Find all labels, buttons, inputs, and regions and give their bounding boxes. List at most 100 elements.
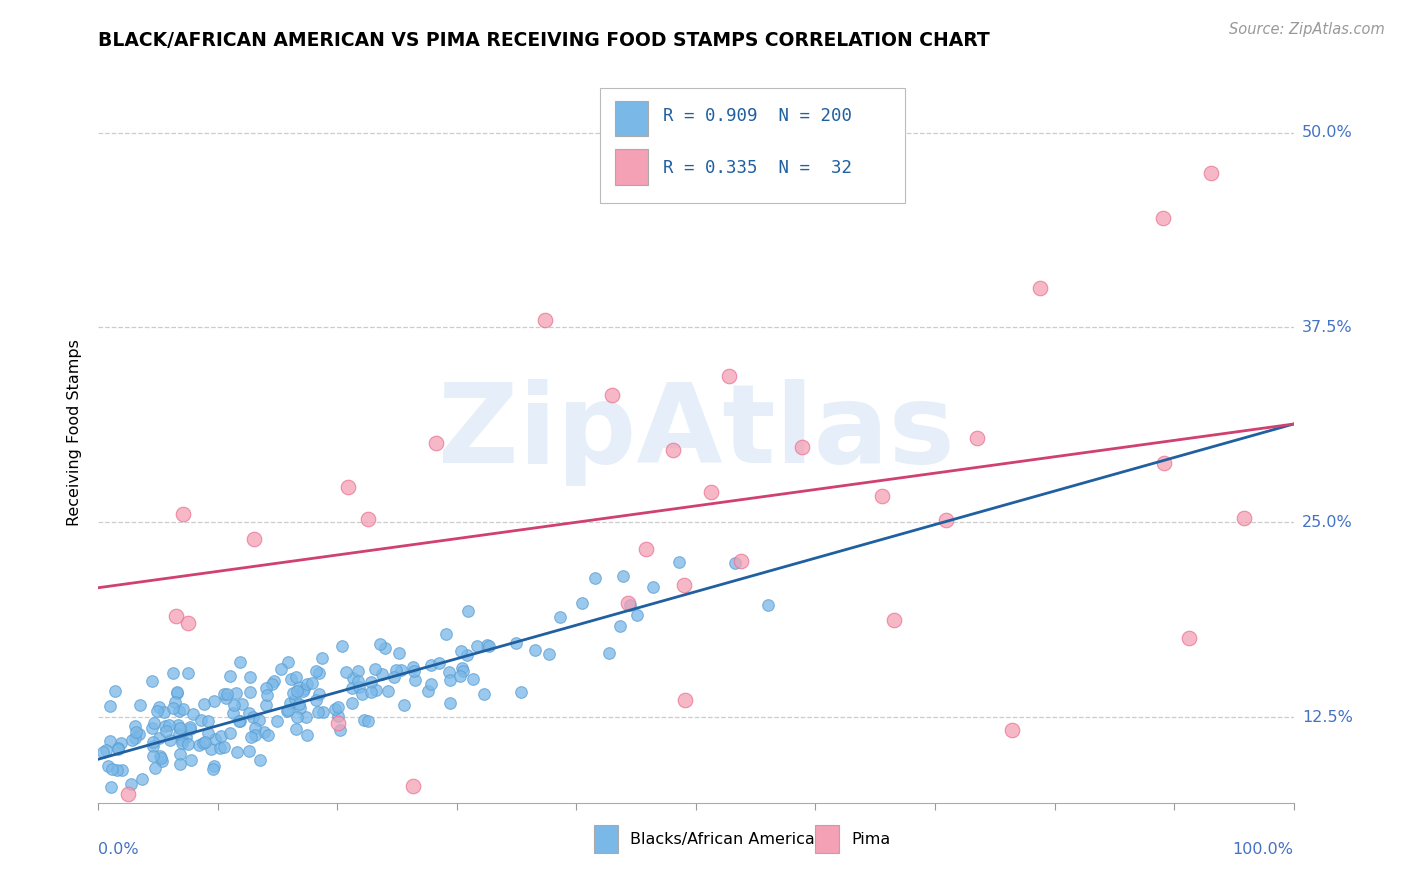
Point (326, 708, 349, 723)
Point (718, 368, 741, 383)
Point (254, 681, 277, 695)
Point (276, 704, 298, 718)
Y-axis label: Receiving Food Stamps: Receiving Food Stamps (67, 339, 83, 526)
Point (146, 704, 169, 718)
Point (285, 710, 308, 724)
Point (155, 724, 177, 739)
Point (153, 719, 176, 733)
Point (295, 677, 318, 691)
Point (305, 693, 328, 707)
Point (190, 714, 212, 728)
Point (143, 761, 166, 775)
Point (292, 682, 315, 697)
Point (478, 639, 501, 653)
Point (229, 655, 252, 669)
Point (224, 698, 246, 713)
Point (356, 714, 378, 729)
Point (170, 733, 193, 747)
Bar (614, 101, 648, 136)
Point (392, 698, 415, 713)
Point (626, 608, 648, 623)
Point (142, 735, 165, 749)
Point (1152, 211, 1174, 226)
Point (294, 709, 316, 723)
Point (165, 695, 187, 709)
Point (700, 484, 723, 499)
Point (360, 674, 382, 689)
Point (124, 731, 146, 745)
Point (340, 681, 363, 695)
Text: 25.0%: 25.0% (1302, 515, 1353, 530)
Point (187, 738, 209, 752)
Point (179, 722, 201, 736)
Text: 0.0%: 0.0% (98, 842, 139, 856)
Point (215, 691, 238, 706)
Point (465, 640, 488, 654)
Point (91, 745, 114, 759)
Point (172, 702, 194, 716)
Point (174, 730, 197, 744)
Point (636, 541, 658, 556)
Point (131, 772, 153, 786)
Point (1001, 723, 1024, 738)
Point (104, 683, 127, 698)
Point (226, 745, 249, 759)
Point (202, 694, 225, 708)
Point (323, 701, 346, 715)
Text: ZipAtlas: ZipAtlas (437, 379, 955, 486)
Point (457, 604, 479, 618)
Point (427, 656, 450, 670)
Point (98, 733, 121, 747)
Point (1029, 281, 1052, 295)
Point (167, 727, 190, 741)
Point (231, 697, 253, 711)
Point (221, 706, 243, 720)
Point (287, 697, 309, 711)
Point (124, 718, 146, 732)
Point (177, 738, 200, 752)
Point (193, 697, 215, 711)
Point (340, 696, 363, 710)
Point (374, 640, 396, 655)
Point (148, 699, 170, 714)
Point (337, 480, 360, 494)
Point (1199, 165, 1222, 179)
Point (583, 571, 606, 585)
Point (228, 714, 250, 729)
Point (197, 725, 219, 739)
Point (368, 637, 391, 651)
Point (425, 436, 447, 450)
Point (673, 693, 696, 707)
Point (277, 703, 299, 717)
Point (179, 753, 201, 767)
Point (270, 662, 292, 676)
Point (247, 714, 270, 728)
Point (253, 724, 276, 739)
Point (266, 714, 288, 728)
Point (617, 596, 640, 610)
Point (609, 619, 631, 633)
Point (98, 698, 121, 713)
Point (404, 673, 426, 687)
Point (219, 669, 242, 683)
Point (157, 717, 180, 731)
Point (202, 759, 225, 773)
Point (377, 684, 399, 698)
Point (342, 671, 364, 685)
Point (125, 725, 148, 739)
Point (346, 664, 368, 678)
Point (280, 672, 302, 686)
Text: Blacks/African Americans: Blacks/African Americans (630, 831, 834, 847)
Point (730, 554, 752, 568)
Point (150, 754, 173, 768)
Point (364, 662, 387, 676)
Point (461, 672, 484, 686)
Point (278, 696, 301, 710)
Point (256, 728, 278, 742)
Point (360, 685, 382, 699)
Point (218, 726, 240, 740)
Point (209, 730, 232, 744)
Point (870, 489, 893, 503)
Point (335, 665, 357, 680)
Point (285, 684, 308, 698)
